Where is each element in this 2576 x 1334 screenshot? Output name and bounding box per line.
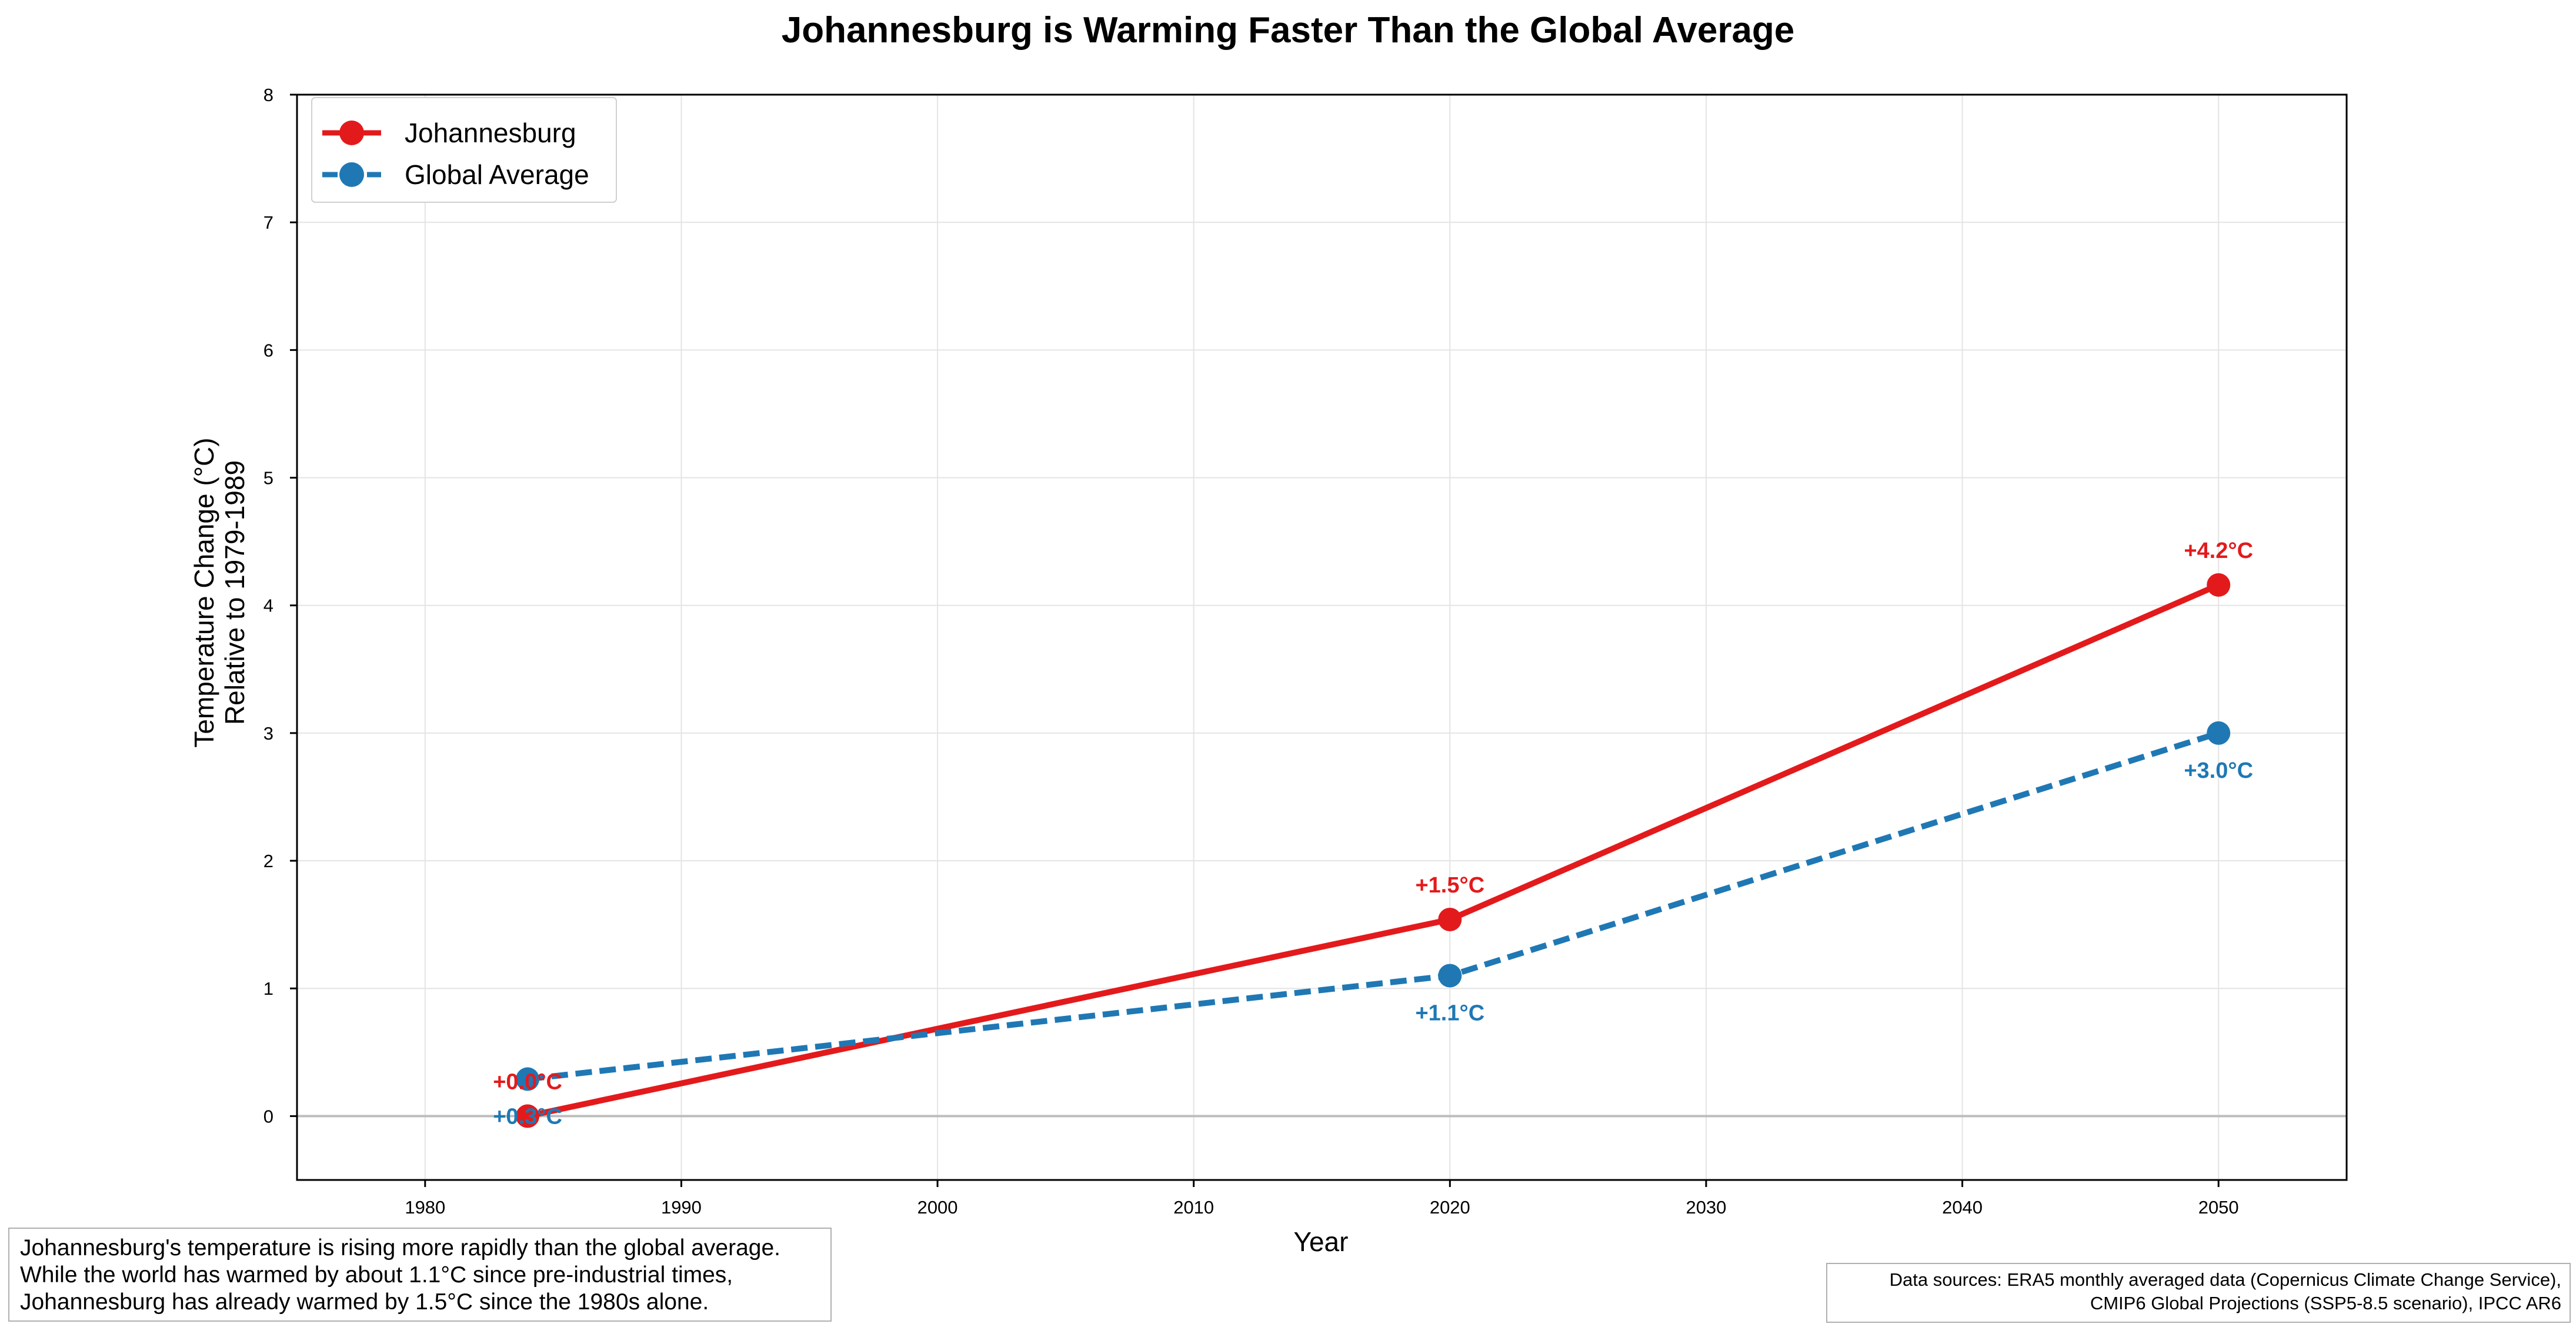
legend-item-global-average: Global Average — [322, 159, 589, 190]
x-tick-label: 2000 — [917, 1197, 958, 1218]
y-tick-label: 3 — [263, 723, 273, 744]
x-tick-label: 2020 — [1430, 1197, 1470, 1218]
x-tick-label: 1980 — [405, 1197, 445, 1218]
data-point — [516, 1104, 540, 1128]
legend-swatch-marker — [339, 121, 364, 145]
data-sources-note: Data sources: ERA5 monthly averaged data… — [1826, 1263, 2571, 1323]
chart-title: Johannesburg is Warming Faster Than the … — [782, 10, 1795, 51]
y-axis-label: Temperature Change (°C) Relative to 1979… — [189, 437, 250, 747]
data-point — [1438, 907, 1462, 931]
y-tick-label: 0 — [263, 1106, 273, 1126]
data-labels: +0.0°C +1.5°C +4.2°C +0.3°C +1.1°C +3.0°C — [493, 539, 2253, 1129]
x-tick-label: 2030 — [1686, 1197, 1726, 1218]
legend-label: Global Average — [405, 159, 589, 190]
data-points — [516, 573, 2231, 1128]
data-label: +0.3°C — [493, 1104, 562, 1129]
data-point — [1438, 964, 1462, 988]
plot-area-frame — [296, 93, 2348, 1181]
annotation-line: While the world has warmed by about 1.1°… — [20, 1262, 733, 1288]
data-label: +4.2°C — [2184, 539, 2253, 563]
y-tick-label: 8 — [263, 85, 273, 105]
x-tick-label: 2010 — [1173, 1197, 1214, 1218]
data-label: +0.0°C — [493, 1069, 562, 1094]
annotation-line: Johannesburg has already warmed by 1.5°C… — [20, 1289, 709, 1315]
annotation-line: Johannesburg's temperature is rising mor… — [20, 1235, 781, 1261]
data-point — [2207, 573, 2231, 597]
legend-item-johannesburg: Johannesburg — [322, 118, 576, 148]
x-tick-label: 1990 — [661, 1197, 702, 1218]
y-tick-label: 2 — [263, 851, 273, 871]
y-axis-label-line-2: Relative to 1979-1989 — [219, 460, 250, 725]
axis-ticks: 1980 1990 2000 2010 2020 2030 2040 2050 0 1 2 3 4 5 6 7… — [263, 85, 2239, 1218]
annotation-note: Johannesburg's temperature is rising mor… — [8, 1228, 832, 1322]
legend-box — [311, 97, 617, 203]
data-point — [2207, 721, 2231, 745]
y-tick-label: 5 — [263, 468, 273, 489]
y-tick-label: 7 — [263, 212, 273, 233]
legend-swatch-marker — [339, 162, 364, 187]
legend-label: Johannesburg — [405, 118, 576, 148]
data-label: +1.1°C — [1415, 1001, 1484, 1026]
y-tick-label: 1 — [263, 978, 273, 999]
y-axis-label-line-1: Temperature Change (°C) — [189, 437, 219, 747]
y-tick-label: 6 — [263, 340, 273, 360]
x-axis-label: Year — [1294, 1226, 1349, 1257]
y-tick-label: 4 — [263, 596, 273, 616]
data-point — [516, 1067, 540, 1091]
x-tick-label: 2050 — [2198, 1197, 2239, 1218]
data-label: +3.0°C — [2184, 758, 2253, 783]
legend: Johannesburg Global Average — [311, 97, 617, 203]
source-line: Data sources: ERA5 monthly averaged data… — [1889, 1269, 2561, 1290]
source-line: CMIP6 Global Projections (SSP5-8.5 scena… — [2090, 1293, 2561, 1313]
x-tick-label: 2040 — [1942, 1197, 1983, 1218]
data-label: +1.5°C — [1415, 873, 1484, 898]
